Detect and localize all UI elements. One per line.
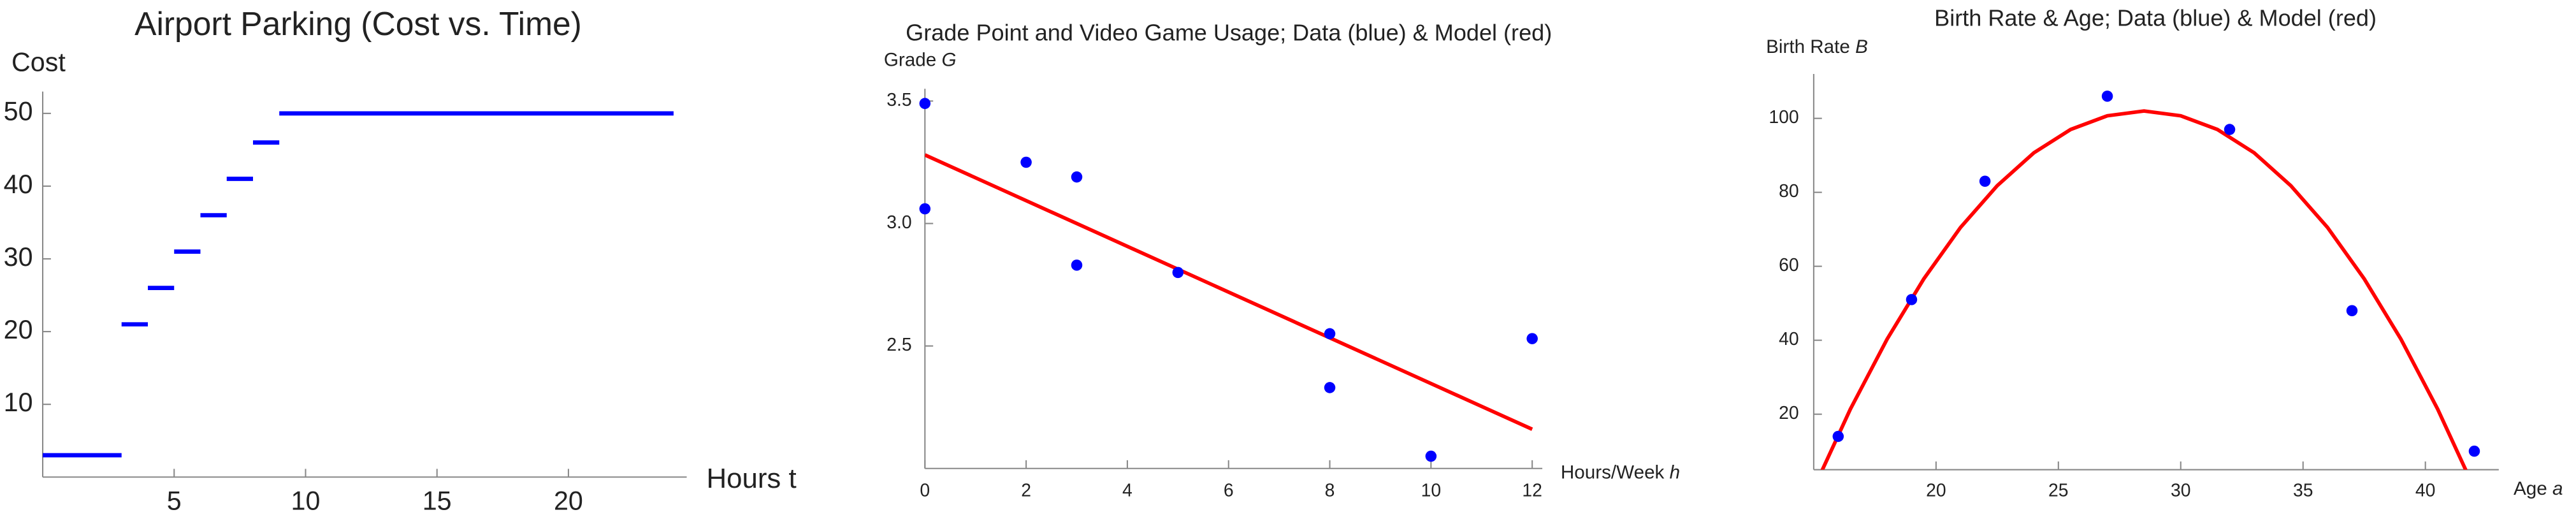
axis-label: Age a [2514, 478, 2563, 499]
y-tick-label: 20 [4, 315, 33, 344]
x-tick-label: 10 [1421, 480, 1442, 500]
axis-label-text: Hours t [706, 462, 796, 493]
axis-label-variable: B [1855, 36, 1868, 57]
data-point [1425, 450, 1437, 462]
x-tick-label: 2 [1021, 480, 1031, 500]
y-tick-label: 50 [4, 97, 33, 126]
y-tick-label: 40 [1779, 329, 1799, 349]
x-tick-label: 0 [920, 480, 930, 500]
data-point [2101, 91, 2113, 102]
axis-label-variable: h [1670, 462, 1680, 483]
model-curve [925, 153, 1533, 431]
axis-label: Cost [11, 47, 66, 77]
data-point [1071, 259, 1083, 271]
data-point [919, 203, 931, 215]
x-tick-label: 35 [2293, 480, 2313, 500]
axis-label-text: Age [2514, 478, 2547, 499]
x-tick-label: 25 [2048, 480, 2069, 500]
x-tick-label: 10 [291, 486, 321, 516]
y-tick-label: 40 [4, 170, 33, 199]
axis-label-text: Grade [884, 49, 936, 70]
axis-label-text: Cost [11, 47, 66, 77]
x-tick-label: 40 [2415, 480, 2436, 500]
axis-label-variable: a [2552, 478, 2563, 499]
axis-label-variable: G [941, 49, 956, 70]
data-point [1832, 430, 1844, 442]
data-point [1324, 382, 1336, 393]
x-tick-label: 20 [554, 486, 583, 516]
y-tick-label: 30 [4, 242, 33, 272]
y-tick-label: 80 [1779, 181, 1799, 201]
data-point [1324, 328, 1336, 340]
chart-title: Birth Rate & Age; Data (blue) & Model (r… [1934, 5, 2377, 31]
x-tick-label: 20 [1926, 480, 1946, 500]
y-tick-label: 2.5 [886, 335, 911, 355]
data-point [2224, 124, 2236, 135]
x-tick-label: 8 [1325, 480, 1335, 500]
axis-label: Hours t [706, 462, 796, 493]
model-curve [1820, 109, 2468, 470]
axis-label: Hours/Week h [1561, 462, 1680, 483]
y-tick-label: 100 [1769, 107, 1798, 128]
axis-label: Grade G [884, 49, 957, 70]
data-point [2346, 305, 2358, 317]
chart-title: Grade Point and Video Game Usage; Data (… [906, 20, 1552, 46]
x-tick-label: 6 [1224, 480, 1234, 500]
x-tick-label: 15 [423, 486, 452, 516]
axis-label-text: Hours/Week [1561, 462, 1665, 483]
axis-label: Birth Rate B [1766, 36, 1868, 57]
data-point [919, 98, 931, 110]
data-point [2468, 445, 2480, 457]
chart-title: Airport Parking (Cost vs. Time) [134, 5, 582, 42]
y-tick-label: 3.0 [886, 212, 911, 233]
x-tick-label: 4 [1122, 480, 1132, 500]
data-point [1526, 333, 1538, 344]
x-tick-label: 5 [167, 486, 182, 516]
data-point [1172, 267, 1184, 279]
y-tick-label: 60 [1779, 255, 1799, 275]
x-tick-label: 30 [2171, 480, 2191, 500]
y-tick-label: 10 [4, 388, 33, 417]
y-tick-label: 20 [1779, 403, 1799, 423]
data-point [1979, 175, 1991, 187]
data-point [1071, 171, 1083, 183]
data-point [1020, 156, 1032, 168]
y-tick-label: 3.5 [886, 90, 911, 110]
data-point [1906, 294, 1918, 305]
x-tick-label: 12 [1522, 480, 1542, 500]
axis-label-text: Birth Rate [1766, 36, 1850, 57]
